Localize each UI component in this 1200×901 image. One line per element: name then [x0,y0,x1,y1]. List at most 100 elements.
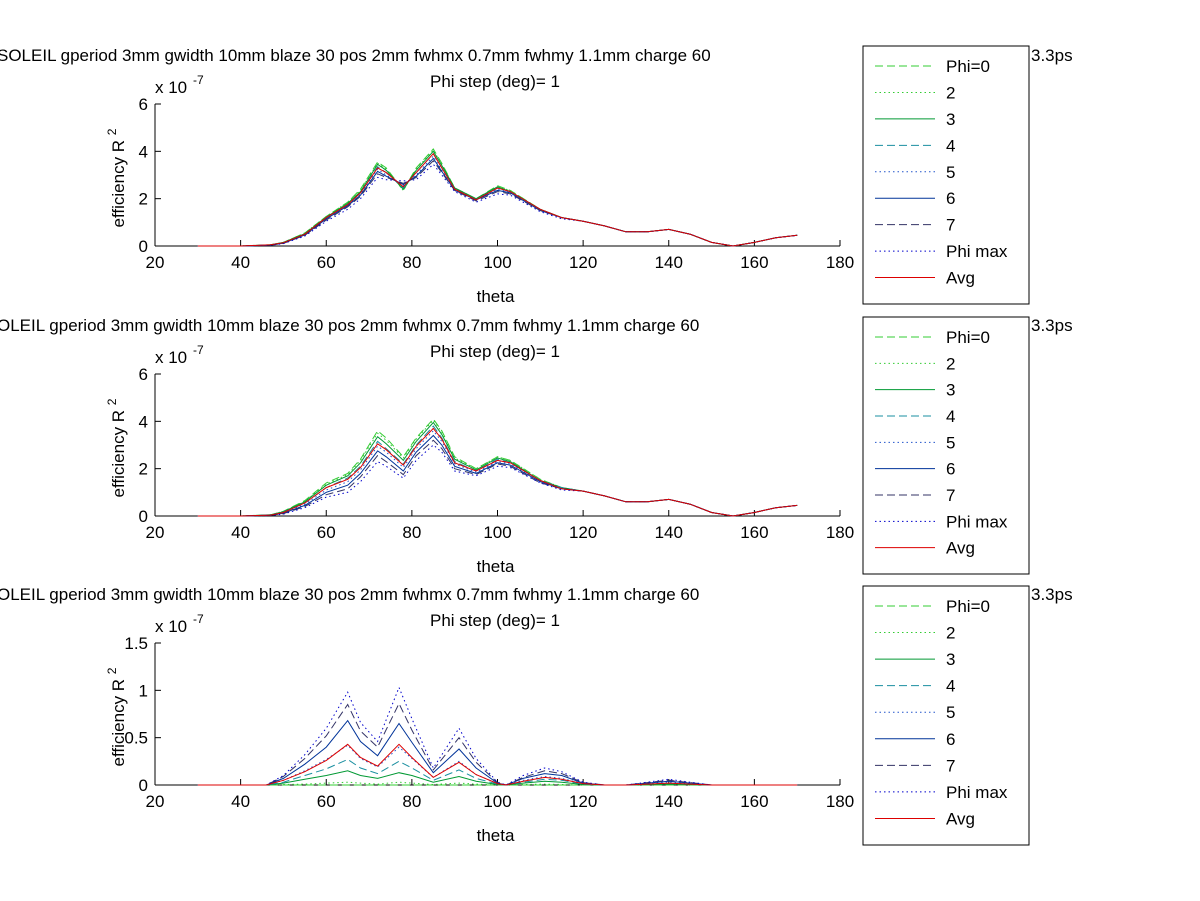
y-tick-label: 0 [139,776,148,795]
y-exponent-superscript: -7 [193,612,204,626]
legend-entry-label: 3 [946,110,955,129]
x-tick-label: 20 [146,253,165,272]
legend-entry-label: 5 [946,163,955,182]
y-tick-label: 1.5 [124,634,148,653]
legend-entry-label: 5 [946,433,955,452]
legend: Phi=0 2 3 4 5 6 7 Phi max Avg [862,585,1030,846]
series-line-2 [197,781,798,786]
legend-entry-label: Phi max [946,242,1008,261]
chart-panel-1: SOLEIL gperiod 3mm gwidth 10mm blaze 30 … [0,45,1073,306]
legend-entry-label: 2 [946,83,955,102]
x-tick-label: 80 [402,253,421,272]
chart-subtitle: Phi step (deg)= 1 [430,611,560,630]
legend-entry-label: Avg [946,539,975,558]
x-axis-label: theta [477,826,515,845]
legend-entry-label: 4 [946,407,955,426]
x-tick-label: 180 [826,792,854,811]
series-line-phi-max [197,686,798,786]
y-tick-label: 0.5 [124,729,148,748]
legend-entry-label: Phi=0 [946,328,990,347]
legend: Phi=0 2 3 4 5 6 7 Phi max Avg [862,316,1030,575]
legend-entry-label: Phi max [946,512,1008,531]
series-line-6 [197,719,798,786]
legend-box [862,585,1030,846]
series-line-avg [197,743,798,786]
y-axis-label-superscript: 2 [105,398,119,405]
x-tick-label: 20 [146,523,165,542]
x-tick-label: 20 [146,792,165,811]
legend-box [862,45,1030,305]
legend-entry-label: 3 [946,650,955,669]
x-axis-label: theta [477,287,515,306]
y-exponent-superscript: -7 [193,343,204,357]
y-tick-label: 2 [139,460,148,479]
x-tick-label: 160 [740,792,768,811]
legend-entry-label: 7 [946,216,955,235]
chart-title: OLEIL gperiod 3mm gwidth 10mm blaze 30 p… [0,585,699,604]
y-tick-label: 6 [139,365,148,384]
chart-subtitle: Phi step (deg)= 1 [430,72,560,91]
x-tick-label: 120 [569,253,597,272]
chart-title-suffix: 3.3ps [1031,585,1073,604]
legend-entry-label: Avg [946,809,975,828]
legend-box [862,316,1030,575]
series-line-phi-max [197,444,798,517]
x-tick-label: 120 [569,523,597,542]
chart-title: SOLEIL gperiod 3mm gwidth 10mm blaze 30 … [0,46,711,65]
x-tick-label: 180 [826,253,854,272]
chart-panel-2: OLEIL gperiod 3mm gwidth 10mm blaze 30 p… [0,316,1073,576]
x-tick-label: 60 [317,792,336,811]
y-axis-label-superscript: 2 [105,667,119,674]
x-tick-label: 120 [569,792,597,811]
y-tick-label: 1 [139,681,148,700]
x-tick-label: 80 [402,523,421,542]
legend-entry-label: Phi=0 [946,597,990,616]
y-tick-label: 2 [139,190,148,209]
series-line-avg [197,152,798,247]
y-exponent-label: x 10 [155,348,187,367]
x-axis-label: theta [477,557,515,576]
legend-entry-label: Phi max [946,783,1008,802]
chart-title-suffix: 3.3ps [1031,316,1073,335]
y-tick-label: 0 [139,507,148,526]
x-tick-label: 100 [483,792,511,811]
chart-subtitle: Phi step (deg)= 1 [430,342,560,361]
x-tick-label: 140 [655,523,683,542]
x-tick-label: 60 [317,253,336,272]
y-tick-label: 0 [139,237,148,256]
series-line-7 [197,702,798,786]
legend-entry-label: 3 [946,381,955,400]
x-tick-label: 80 [402,792,421,811]
x-tick-label: 40 [231,253,250,272]
chart-title: OLEIL gperiod 3mm gwidth 10mm blaze 30 p… [0,316,699,335]
y-exponent-label: x 10 [155,617,187,636]
legend-entry-label: 2 [946,624,955,643]
x-tick-label: 140 [655,253,683,272]
y-axis-label: efficiency R 2 [105,398,128,497]
y-axis-label: efficiency R 2 [105,128,128,227]
legend-entry-label: Avg [946,269,975,288]
x-tick-label: 180 [826,523,854,542]
x-tick-label: 160 [740,253,768,272]
x-tick-label: 40 [231,523,250,542]
y-tick-label: 6 [139,95,148,114]
x-tick-label: 100 [483,253,511,272]
series-line-5 [197,744,798,786]
chart-panel-3: OLEIL gperiod 3mm gwidth 10mm blaze 30 p… [0,585,1073,846]
x-tick-label: 60 [317,523,336,542]
y-exponent-label: x 10 [155,78,187,97]
legend-entry-label: 4 [946,136,955,155]
legend-entry-label: Phi=0 [946,57,990,76]
legend-entry-label: 7 [946,756,955,775]
y-exponent-superscript: -7 [193,73,204,87]
legend-entry-label: 6 [946,460,955,479]
x-tick-label: 160 [740,523,768,542]
legend: Phi=0 2 3 4 5 6 7 Phi max Avg [862,45,1030,305]
legend-entry-label: 7 [946,486,955,505]
y-axis-label: efficiency R 2 [105,667,128,766]
legend-entry-label: 6 [946,730,955,749]
x-tick-label: 140 [655,792,683,811]
legend-entry-label: 2 [946,354,955,373]
series-line-avg [197,427,798,517]
